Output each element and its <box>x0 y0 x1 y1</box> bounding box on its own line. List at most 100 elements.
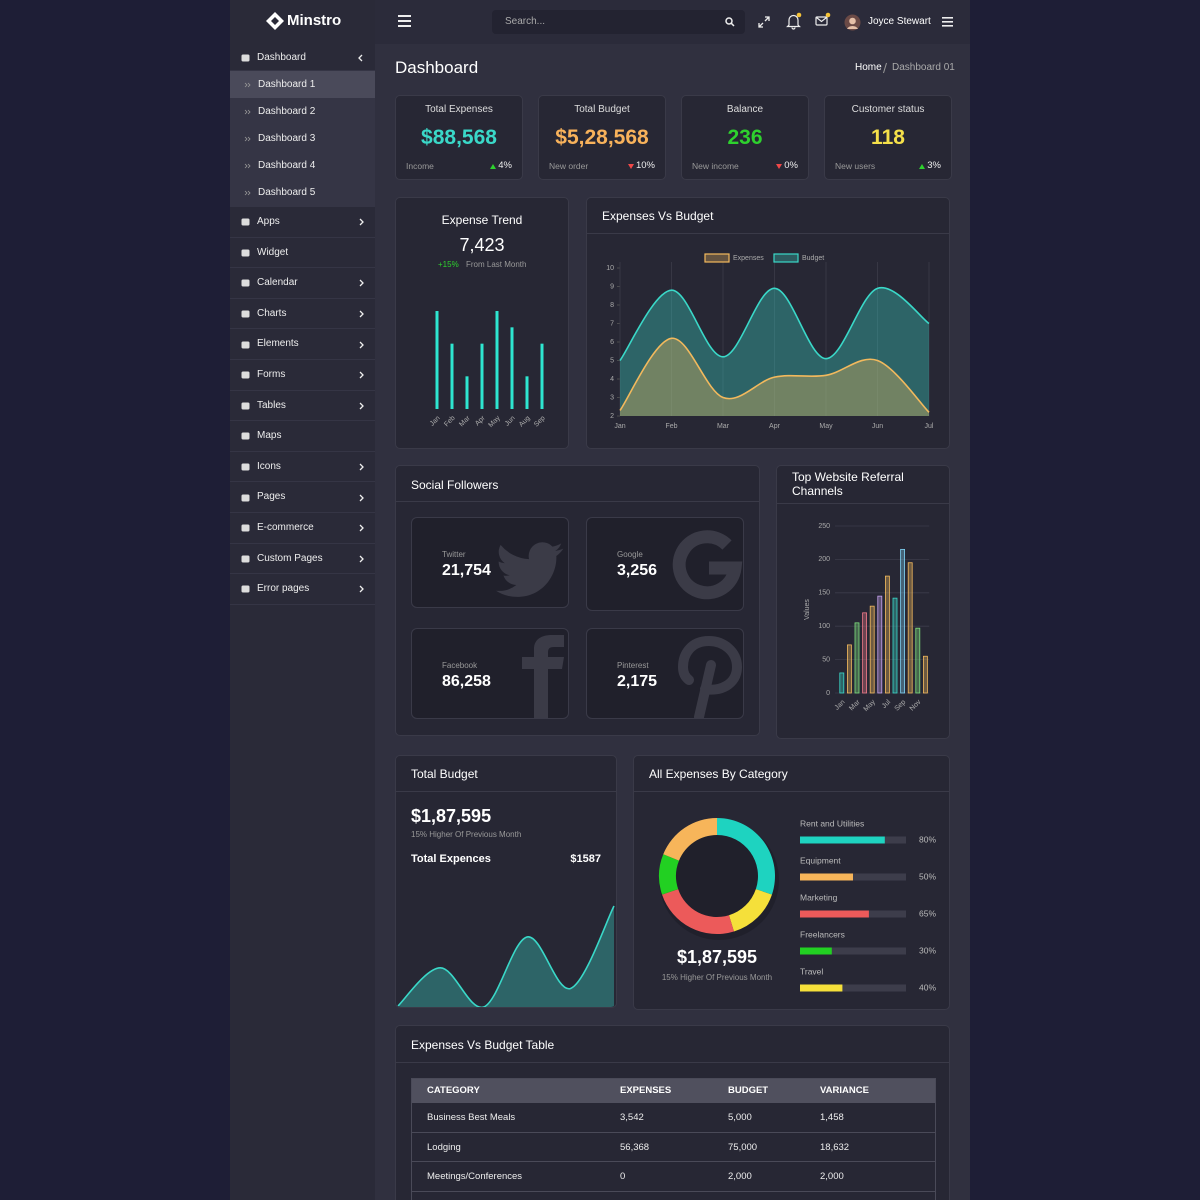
bar <box>862 612 867 694</box>
menu-icon-shape <box>241 371 250 379</box>
social-tile: Google 3,256 <box>586 517 744 611</box>
expense-trend-card: Expense Trend 7,423 +15% From Last Month Jan… <box>395 197 569 449</box>
submenu: Dashboard 1 Dashboard 2 Dashboard 3 Dashboa… <box>230 71 375 207</box>
chevron <box>359 310 364 318</box>
chart: 0 50 100 150 200 250 Jan Mar May Jul Sep Nov Values <box>804 523 930 713</box>
submenu-item[interactable]: Dashboard 2 <box>230 98 375 125</box>
bar <box>847 644 852 694</box>
breadcrumb-separator <box>883 62 887 74</box>
chevron <box>359 494 364 502</box>
menu-icon <box>241 310 250 318</box>
table-row: Business Best Meals 3,542 5,000 1,458 <box>412 1103 935 1133</box>
menu-icon-shape <box>241 54 250 61</box>
donut-total: $1,87,595 <box>676 947 758 967</box>
search-icon[interactable] <box>725 17 735 27</box>
fullscreen-icon[interactable] <box>758 16 770 28</box>
menu-item[interactable]: Dashboard <box>230 44 375 71</box>
bar <box>450 343 454 409</box>
menu-item[interactable]: Apps <box>230 207 375 238</box>
budget-label: Total Expences <box>411 853 491 865</box>
submenu-item[interactable]: Dashboard 4 <box>230 152 375 179</box>
table-cell: 3,542 <box>620 1112 644 1123</box>
chevron <box>359 524 364 532</box>
menu-item[interactable]: Charts <box>230 299 375 330</box>
menu-item[interactable]: Custom Pages <box>230 544 375 575</box>
menu-item[interactable]: E-commerce <box>230 513 375 544</box>
submenu-item[interactable]: Dashboard 3 <box>230 125 375 152</box>
y-tick-label: 4 <box>610 376 614 383</box>
user-name[interactable]: Joyce Stewart <box>868 16 931 27</box>
menu-label: Widget <box>257 246 289 258</box>
submenu-marker-path <box>244 163 251 169</box>
menu-label: Dashboard <box>257 52 306 63</box>
user-avatar[interactable] <box>844 14 861 31</box>
chevron <box>359 402 364 410</box>
table-cell: 1,458 <box>820 1112 844 1123</box>
stat-value: 118 <box>871 126 905 149</box>
menu-item[interactable]: Elements <box>230 329 375 360</box>
menu-label: Tables <box>257 399 286 411</box>
card-title: Total Budget <box>411 767 478 781</box>
mail-icon[interactable] <box>815 12 831 30</box>
bar <box>465 376 469 409</box>
menu-item[interactable]: Forms <box>230 360 375 391</box>
chevron <box>359 280 364 287</box>
menu-item[interactable]: Pages <box>230 482 375 513</box>
legend-swatch <box>773 253 799 263</box>
menu-toggle[interactable] <box>398 15 412 27</box>
card-title: Expense Trend <box>441 213 523 227</box>
submenu-item[interactable]: Dashboard 1 <box>230 71 375 98</box>
stat-value: $88,568 <box>421 126 497 149</box>
bar <box>854 622 860 694</box>
x-tick-label: Jan <box>834 699 847 712</box>
chevron <box>359 586 364 593</box>
social-tile: Twitter 21,754 <box>411 517 569 608</box>
menu-item[interactable]: Error pages <box>230 574 375 605</box>
menu-item[interactable]: Tables <box>230 391 375 422</box>
bar <box>510 327 514 409</box>
expenses-budget-card: Expenses Vs Budget 2 3 4 5 6 7 8 9 10 Jan Feb Mar Apr… <box>586 197 950 449</box>
menu-item[interactable]: Icons <box>230 452 375 483</box>
menu-icon <box>241 249 250 257</box>
submenu-marker <box>244 82 251 88</box>
search-box[interactable]: Search... <box>492 10 745 34</box>
table-cell: 5,000 <box>728 1112 752 1123</box>
settings-menu[interactable] <box>942 17 954 28</box>
y-axis-label: Values <box>804 599 811 620</box>
table-cell: 2,000 <box>728 1171 752 1182</box>
bar <box>869 605 875 694</box>
submenu-label: Dashboard 5 <box>258 187 316 198</box>
submenu-marker <box>244 190 251 196</box>
menu-item[interactable]: Maps <box>230 421 375 452</box>
column-header: BUDGET <box>728 1085 769 1096</box>
card-title: Top Website Referral Channels <box>792 470 904 498</box>
y-tick-label: 150 <box>818 590 830 597</box>
table-cell: Meetings/Conferences <box>427 1171 523 1182</box>
donut-segment <box>663 818 717 861</box>
stat-change-value: 4% <box>498 160 512 171</box>
value-label: 30% <box>919 945 936 955</box>
y-tick-label: 250 <box>818 523 830 530</box>
page-title: Dashboard <box>395 58 479 77</box>
chevron-path <box>359 218 364 226</box>
notification-icon[interactable] <box>786 12 802 30</box>
submenu-marker <box>244 109 251 115</box>
progress-track <box>800 984 906 992</box>
chevron-path <box>359 341 364 349</box>
stat-title: Customer status <box>851 104 925 115</box>
google-icon <box>672 530 743 600</box>
menu-item[interactable]: Calendar <box>230 268 375 299</box>
referral-card: Top Website Referral Channels 0 50 100 150 20… <box>776 465 950 739</box>
chevron <box>358 54 363 61</box>
submenu-item[interactable]: Dashboard 5 <box>230 179 375 206</box>
breadcrumb-home[interactable]: Home <box>855 62 882 73</box>
y-tick-label: 200 <box>818 556 830 563</box>
stat-change-value: 3% <box>927 160 941 171</box>
card-divider <box>396 1062 949 1063</box>
table-cell: Lodging <box>427 1141 461 1153</box>
menu-item[interactable]: Widget <box>230 238 375 269</box>
chevron-path <box>358 54 363 61</box>
y-tick-label: 3 <box>610 394 614 401</box>
social-tile: Pinterest 2,175 <box>586 628 744 719</box>
x-tick-label: Feb <box>665 423 677 430</box>
